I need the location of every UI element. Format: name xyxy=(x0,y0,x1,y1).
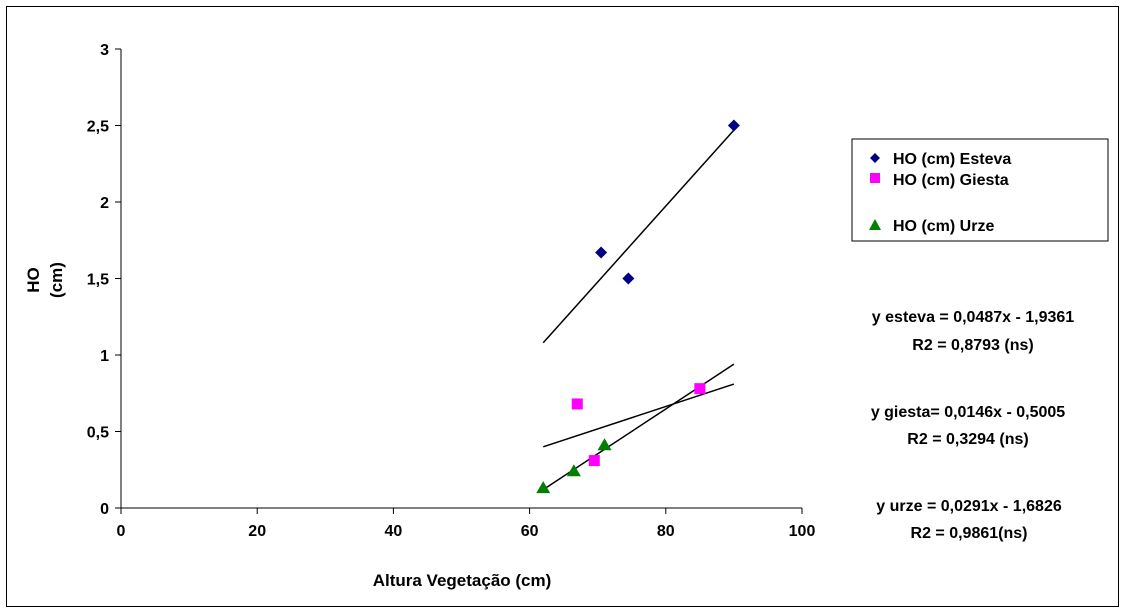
y-tick-label: 0 xyxy=(100,501,109,518)
axes: 0 0,5 1 1,5 2 2,5 3 0 20 40 60 80 100 xyxy=(87,42,816,540)
x-axis-title: Altura Vegetação (cm) xyxy=(373,571,552,590)
legend-label-esteva: HO (cm) Esteva xyxy=(893,151,1011,168)
data-point-giesta xyxy=(571,398,583,410)
legend: HO (cm) Esteva HO (cm) Giesta HO (cm) Ur… xyxy=(851,138,1109,242)
legend-box xyxy=(851,138,1109,242)
x-tick-label: 100 xyxy=(789,523,816,540)
x-tick-label: 60 xyxy=(521,523,539,540)
equation-giesta-line1: y giesta= 0,0146x - 0,5005 xyxy=(871,404,1065,421)
legend-marker-giesta xyxy=(870,173,880,183)
data-point-urze xyxy=(566,464,581,477)
x-tick-label: 40 xyxy=(385,523,403,540)
y-tick-label: 3 xyxy=(100,42,109,59)
trendline-esteva xyxy=(542,129,735,344)
x-tick-label: 0 xyxy=(117,523,126,540)
y-tick-label: 0,5 xyxy=(87,425,109,442)
equation-esteva-line1: y esteva = 0,0487x - 1,9361 xyxy=(872,309,1074,326)
equation-urze-line1: y urze = 0,0291x - 1,6826 xyxy=(876,498,1062,515)
trendline-giesta xyxy=(542,383,735,448)
y-tick-label: 2,5 xyxy=(87,119,109,136)
legend-label-urze: HO (cm) Urze xyxy=(893,218,994,235)
y-tick-label: 1,5 xyxy=(87,272,109,289)
legend-marker-urze xyxy=(869,219,881,230)
data-markers xyxy=(536,119,740,494)
equation-esteva-line2: R2 = 0,8793 (ns) xyxy=(912,337,1033,354)
data-point-esteva xyxy=(595,246,608,259)
x-tick-label: 80 xyxy=(657,523,675,540)
y-tick-label: 2 xyxy=(100,195,109,212)
trendline-equations: y esteva = 0,0487x - 1,9361 R2 = 0,8793 … xyxy=(871,309,1074,542)
legend-label-giesta: HO (cm) Giesta xyxy=(893,172,1009,189)
data-point-urze xyxy=(597,438,612,451)
chart-frame xyxy=(6,6,1119,607)
data-point-urze xyxy=(536,481,551,494)
x-tick-label: 20 xyxy=(248,523,266,540)
data-point-giesta xyxy=(588,455,600,467)
equation-giesta-line2: R2 = 0,3294 (ns) xyxy=(907,431,1028,448)
data-point-esteva xyxy=(622,272,635,285)
y-tick-label: 1 xyxy=(100,348,109,365)
equation-urze-line2: R2 = 0,9861(ns) xyxy=(911,525,1028,542)
legend-marker-esteva xyxy=(870,153,880,163)
y-axis-title-line2: (cm) xyxy=(47,262,66,298)
data-point-esteva xyxy=(727,119,740,132)
data-point-giesta xyxy=(694,383,706,395)
y-axis-title-line1: HO xyxy=(24,267,43,293)
trendlines xyxy=(542,129,735,491)
